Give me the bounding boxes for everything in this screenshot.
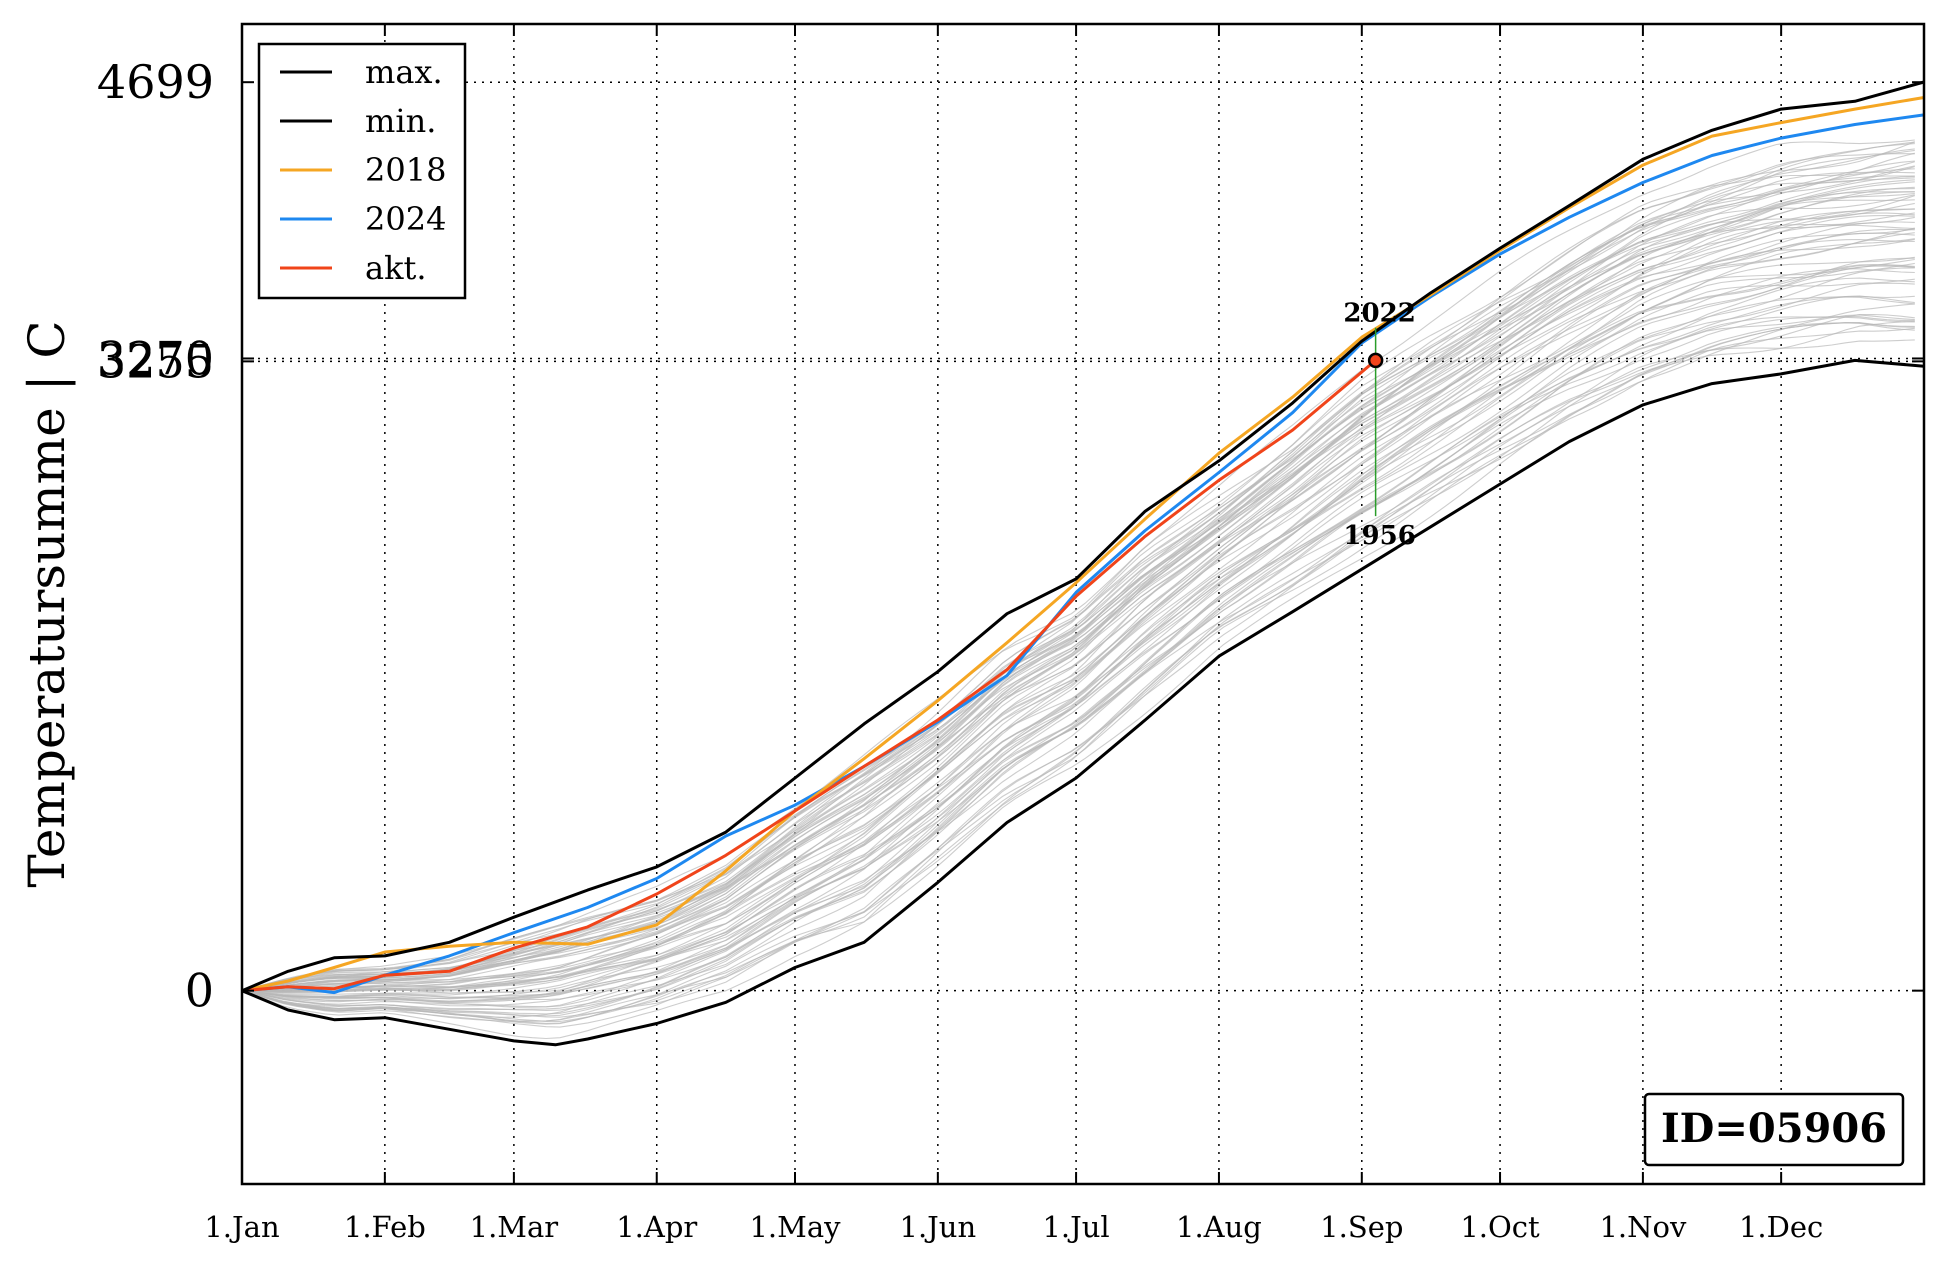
historical-year-line xyxy=(241,322,1915,1015)
legend-label: 2024 xyxy=(365,200,446,238)
highlighted-series xyxy=(241,80,1925,1047)
x-axis-ticks: 1.Jan 1.Feb 1.Mar 1.Apr 1.May 1.Jun 1.Jul 1.Aug… xyxy=(204,24,1823,1244)
historical-year-line xyxy=(241,192,1915,992)
historical-year-line xyxy=(241,295,1915,1008)
series-line-max xyxy=(241,80,1925,993)
historical-year-line xyxy=(241,216,1915,992)
legend-label: max. xyxy=(365,53,443,91)
x-tick-label: 1.Aug xyxy=(1176,1210,1262,1244)
historical-year-line xyxy=(241,194,1915,992)
historical-year-line xyxy=(241,265,1915,1002)
x-tick-label: 1.Dec xyxy=(1739,1210,1823,1244)
historical-year-line xyxy=(241,195,1915,992)
historical-year-line xyxy=(241,202,1915,992)
historical-year-line xyxy=(241,238,1915,994)
x-tick-label: 1.Sep xyxy=(1320,1210,1403,1244)
historical-year-line xyxy=(241,141,1915,992)
x-tick-label: 1.Jan xyxy=(204,1210,279,1244)
series-line-akt xyxy=(241,359,1377,993)
historical-year-line xyxy=(241,296,1915,1011)
historical-year-line xyxy=(241,143,1915,992)
historical-year-line xyxy=(241,179,1915,992)
y-tick-label: 3255 xyxy=(97,334,214,388)
y-tick-label: 0 xyxy=(185,964,214,1018)
historical-year-line xyxy=(241,224,1915,992)
legend: max. min. 2018 2024 akt. xyxy=(257,42,467,300)
station-id-box: ID=05906 xyxy=(1643,1092,1905,1167)
legend-label: min. xyxy=(365,102,436,140)
x-tick-label: 1.May xyxy=(749,1210,841,1244)
historical-year-line xyxy=(241,168,1915,992)
historical-year-line xyxy=(241,262,1915,999)
current-point-annotation: 2022 1956 xyxy=(1343,299,1415,551)
x-tick-label: 1.Oct xyxy=(1460,1210,1540,1244)
historical-year-line xyxy=(241,232,1915,994)
historical-year-line xyxy=(241,186,1915,992)
x-tick-label: 1.Jul xyxy=(1042,1210,1109,1244)
historical-year-line xyxy=(241,232,1915,992)
y-tick-label: 3270 xyxy=(97,331,214,385)
historical-year-line xyxy=(241,315,1915,1017)
historical-year-line xyxy=(241,320,1915,1018)
historical-year-line xyxy=(241,212,1915,992)
current-point-marker xyxy=(1367,352,1384,369)
gridlines xyxy=(242,24,1924,1184)
plot-area-background xyxy=(242,24,1924,1184)
y-axis-title: Temperatursumme | C xyxy=(18,320,76,887)
historical-year-line xyxy=(241,303,1915,1022)
historical-year-line xyxy=(241,214,1915,992)
historical-year-line xyxy=(241,282,1915,1007)
historical-year-lines xyxy=(241,139,1915,1040)
historical-year-line xyxy=(241,141,1915,992)
x-tick-label: 1.Apr xyxy=(616,1210,697,1244)
legend-label: 2018 xyxy=(365,151,446,189)
station-id-label: ID=05906 xyxy=(1661,1105,1887,1152)
series-line-2018 xyxy=(241,96,1925,993)
x-tick-label: 1.Feb xyxy=(344,1210,426,1244)
historical-year-line xyxy=(241,208,1915,992)
historical-year-line xyxy=(241,257,1915,996)
x-tick-label: 1.Nov xyxy=(1599,1210,1687,1244)
historical-year-line xyxy=(241,267,1915,1000)
historical-year-line xyxy=(241,212,1915,992)
historical-year-line xyxy=(241,191,1915,992)
x-tick-label: 1.Jun xyxy=(900,1210,977,1244)
plot-frame xyxy=(240,22,1926,1186)
x-tick-label: 1.Mar xyxy=(470,1210,559,1244)
series-line-min xyxy=(241,358,1925,1047)
annotation-2022: 2022 xyxy=(1343,299,1415,329)
historical-year-line xyxy=(241,227,1915,993)
historical-year-line xyxy=(241,327,1915,1025)
annotation-1956: 1956 xyxy=(1343,521,1415,551)
station-id-frame xyxy=(1643,1092,1905,1167)
historical-year-line xyxy=(241,322,1915,1028)
y-tick-label: 4699 xyxy=(97,55,214,109)
legend-label: akt. xyxy=(365,249,427,287)
